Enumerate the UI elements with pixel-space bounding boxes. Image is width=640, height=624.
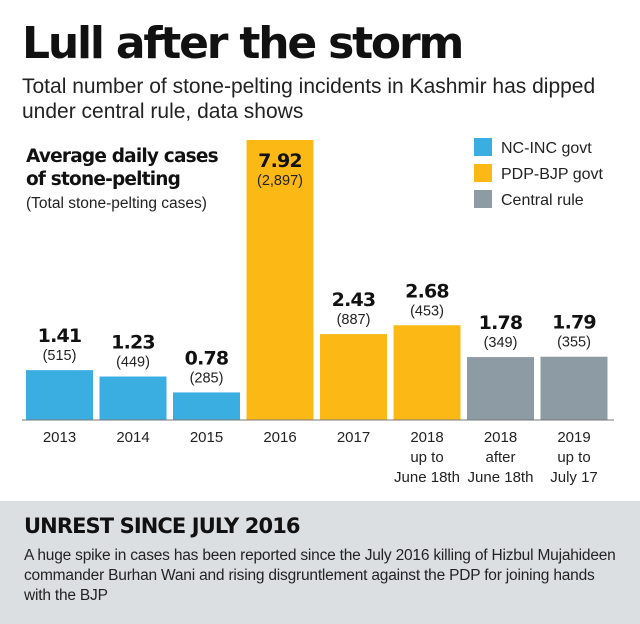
value-label-4: 7.92 — [258, 150, 302, 172]
x-tick-label-1-1: 2013 — [43, 429, 76, 446]
x-tick-label-7-3: June 18th — [468, 469, 534, 486]
total-label-2: (449) — [116, 355, 150, 371]
legend-label-1: NC-INC govt — [501, 140, 592, 157]
chart-subtitle: (Total stone-pelting cases) — [26, 195, 207, 212]
total-label-7: (349) — [484, 335, 518, 351]
unrest-text: A huge spike in cases has been reported … — [24, 547, 616, 604]
bar-1 — [26, 370, 93, 420]
chart-legend: NC-INC govt PDP-BJP govt Central rule — [474, 138, 604, 209]
x-tick-label-3-1: 2015 — [190, 429, 223, 446]
total-label-1: (515) — [43, 348, 77, 364]
total-label-8: (355) — [557, 335, 591, 351]
bar-8 — [540, 356, 608, 420]
value-label-2: 1.23 — [111, 332, 155, 354]
x-tick-label-6-2: up to — [410, 449, 443, 466]
value-label-1: 1.41 — [38, 325, 82, 347]
legend-swatch-3 — [474, 190, 492, 208]
x-tick-label-7-2: after — [485, 449, 515, 466]
bar-7 — [467, 357, 534, 420]
legend-label-3: Central rule — [501, 192, 584, 209]
value-label-7: 1.78 — [479, 312, 523, 334]
bar-4 — [246, 140, 314, 420]
bar-6 — [393, 325, 461, 420]
legend-swatch-1 — [474, 138, 492, 156]
value-label-3: 0.78 — [185, 347, 229, 369]
x-tick-label-8-1: 2019 — [557, 429, 590, 446]
page-subtitle: Total number of stone-pelting incidents … — [22, 75, 596, 123]
value-label-5: 2.43 — [332, 289, 376, 311]
bars-group: 1.41(515) 2013 1.23(449) 2014 0.78(285) 2015 7… — [22, 140, 614, 486]
total-label-6: (453) — [410, 303, 444, 319]
x-tick-label-6-3: June 18th — [394, 469, 460, 486]
x-tick-label-8-3: July 17 — [550, 469, 598, 486]
x-tick-label-8-2: up to — [557, 449, 590, 466]
bar-2 — [99, 376, 167, 420]
total-label-5: (887) — [337, 312, 371, 328]
x-tick-label-7-1: 2018 — [484, 429, 517, 446]
x-tick-label-2-1: 2014 — [116, 429, 149, 446]
bar-3 — [173, 392, 240, 420]
page-title: Lull after the storm — [22, 18, 464, 69]
total-label-4: (2,897) — [257, 173, 303, 189]
legend-swatch-2 — [474, 164, 492, 182]
unrest-panel: UNREST SINCE JULY 2016 A huge spike in c… — [0, 501, 640, 624]
unrest-title: UNREST SINCE JULY 2016 — [24, 514, 301, 538]
bar-5 — [320, 334, 387, 420]
legend-label-2: PDP-BJP govt — [501, 166, 604, 183]
stone-pelting-bar-chart: Average daily cases of stone-pelting (To… — [22, 138, 614, 486]
x-tick-label-5-1: 2017 — [337, 429, 370, 446]
total-label-3: (285) — [190, 370, 224, 386]
x-tick-label-4-1: 2016 — [263, 429, 296, 446]
value-label-8: 1.79 — [552, 312, 596, 334]
x-tick-label-6-1: 2018 — [410, 429, 443, 446]
value-label-6: 2.68 — [405, 280, 449, 302]
chart-title-line-1: Average daily cases — [26, 146, 219, 167]
chart-title-line-2: of stone-pelting — [26, 169, 180, 190]
